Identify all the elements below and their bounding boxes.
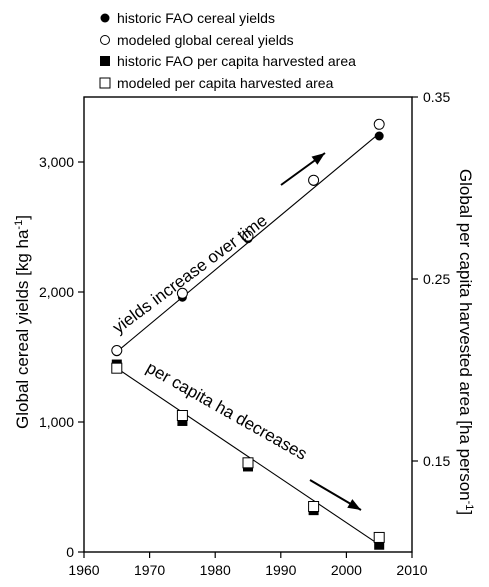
point-modeled-area (373, 531, 385, 543)
point-modeled-yield (242, 230, 254, 242)
x-tick-label: 1960 (68, 562, 99, 578)
point-modeled-yield (308, 174, 320, 186)
legend-label-modeled-area: modeled per capita harvested area (117, 75, 334, 91)
point-historic-area (374, 539, 385, 550)
x-tick-label: 2010 (396, 562, 427, 578)
y-left-tick-label: 0 (66, 544, 74, 560)
y-left-tick-label: 2,000 (39, 284, 74, 300)
point-modeled-area (176, 410, 188, 421)
point-modeled-yield (111, 345, 123, 356)
y-right-tick-label: 0.25 (423, 271, 450, 287)
legend: historic FAO cereal yields modeled globa… (99, 10, 356, 91)
plot-frame (83, 96, 413, 553)
legend-marker-historic-area (100, 56, 110, 66)
point-modeled-area (111, 362, 123, 374)
y-left-tick-label: 3,000 (39, 154, 74, 170)
point-modeled-area (242, 457, 254, 469)
x-tick-label: 2000 (331, 562, 362, 578)
y-right-tick-label: 0.15 (423, 453, 450, 469)
y-right-axis-title: Global per capita harvested area [ha per… (456, 169, 475, 515)
y-left-axis-title: Global cereal yields [kg ha-1] (13, 215, 32, 429)
arrow-yields-head (311, 153, 325, 165)
point-modeled-area (308, 501, 320, 512)
point-modeled-yield (176, 287, 188, 299)
legend-label-historic-area: historic FAO per capita harvested area (117, 53, 356, 69)
data-marks (111, 118, 385, 550)
y-left-tick-label: 1,000 (39, 414, 74, 430)
annotation-per-capita-decreases: per capita ha decreases (143, 358, 310, 464)
axis-ticks: 1960 1970 1980 1990 2000 2010 0 1,000 2,000 3,000… (39, 89, 451, 578)
y-right-tick-label: 0.35 (423, 89, 450, 105)
trend-lines (116, 132, 380, 546)
legend-label-modeled-yields: modeled global cereal yields (117, 32, 294, 48)
legend-label-historic-yields: historic FAO cereal yields (117, 10, 275, 26)
x-tick-label: 1990 (265, 562, 296, 578)
legend-marker-modeled-yields (100, 35, 110, 45)
point-modeled-yield (373, 118, 385, 130)
annotation-yields-increase: yields increase over time (109, 211, 271, 338)
point-historic-yield (374, 131, 384, 141)
trend-line-area (116, 367, 380, 546)
legend-marker-modeled-area (99, 77, 111, 89)
x-tick-label: 1970 (134, 562, 165, 578)
legend-marker-historic-yields (100, 13, 110, 23)
x-tick-label: 1980 (200, 562, 231, 578)
arrow-area-head (347, 499, 361, 510)
